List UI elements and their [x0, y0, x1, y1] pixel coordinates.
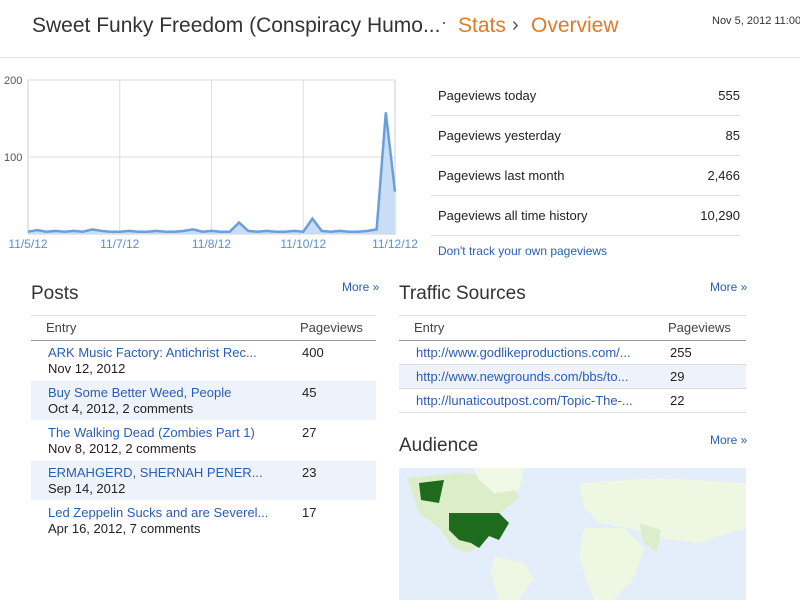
- traffic-pageviews: 22: [670, 393, 685, 408]
- table-row: [399, 341, 746, 365]
- breadcrumb-overview: Overview: [531, 14, 619, 37]
- x-tick-label: 11/7/12: [100, 237, 139, 251]
- audience-heading: Audience: [399, 435, 479, 456]
- post-meta: Apr 16, 2012, 7 comments: [48, 521, 201, 536]
- column-header: Entry: [46, 320, 77, 335]
- africa: [579, 528, 644, 600]
- y-tick-label: 200: [4, 75, 22, 87]
- post-meta: Sep 14, 2012: [48, 481, 126, 496]
- traffic-heading: Traffic Sources: [399, 283, 526, 304]
- posts-more[interactable]: More »: [342, 280, 380, 294]
- south-america: [491, 556, 534, 600]
- traffic-url[interactable]: http://www.newgrounds.com/bbs/to...: [416, 369, 629, 384]
- post-pageviews: 400: [302, 345, 324, 360]
- stat-label: Pageviews last month: [438, 168, 565, 183]
- post-meta: Nov 12, 2012: [48, 361, 126, 376]
- stat-value: 10,290: [700, 208, 740, 223]
- chart: 100 200 11/5/12 11/7/12 11/8/12 11/10/12 11/12…: [4, 75, 418, 251]
- blog-title[interactable]: Sweet Funky Freedom (Conspiracy Humo...: [32, 14, 441, 37]
- post-pageviews: 45: [302, 385, 317, 400]
- x-tick-label: 11/8/12: [192, 237, 231, 251]
- eurasia: [579, 478, 746, 543]
- usa: [449, 513, 509, 548]
- table-header-border: [31, 315, 376, 341]
- middle-east: [639, 523, 661, 553]
- column-header: Entry: [414, 320, 445, 335]
- stat-row-border: [431, 235, 740, 236]
- post-meta: Nov 8, 2012, 2 comments: [48, 441, 197, 456]
- stat-label: Pageviews yesterday: [438, 128, 561, 143]
- table-row: [31, 501, 376, 541]
- posts-heading: Posts: [31, 283, 79, 304]
- stat-label: Pageviews all time history: [438, 208, 588, 223]
- traffic-more[interactable]: More »: [710, 280, 748, 294]
- traffic-url[interactable]: http://www.godlikeproductions.com/...: [416, 345, 631, 360]
- x-tick-label: 11/5/12: [8, 237, 47, 251]
- chevron: ›: [512, 14, 519, 36]
- post-pageviews: 17: [302, 505, 317, 520]
- x-tick-label: 11/12/12: [372, 237, 418, 251]
- date-range[interactable]: Nov 5, 2012 11:00: [712, 15, 800, 27]
- stat-row-border: [431, 195, 740, 196]
- table-row: [31, 381, 376, 421]
- traffic-pageviews: 29: [670, 369, 685, 384]
- post-title[interactable]: ARK Music Factory: Antichrist Rec...: [48, 345, 257, 360]
- stat-row-border: [431, 115, 740, 116]
- post-title[interactable]: The Walking Dead (Zombies Part 1): [48, 425, 255, 440]
- dont-track-link[interactable]: Don't track your own pageviews: [438, 244, 608, 258]
- stat-value: 85: [725, 128, 740, 143]
- table-row: [31, 461, 376, 501]
- stat-row-border: [431, 155, 740, 156]
- table-row: [31, 421, 376, 461]
- traffic-url[interactable]: http://lunaticoutpost.com/Topic-The-...: [416, 393, 633, 408]
- header-bar: [0, 0, 800, 58]
- alaska: [419, 480, 444, 503]
- post-meta: Oct 4, 2012, 2 comments: [48, 401, 194, 416]
- column-header: Pageviews: [668, 320, 731, 335]
- column-header: Pageviews: [300, 320, 363, 335]
- x-tick-label: 11/10/12: [280, 237, 326, 251]
- post-title[interactable]: Led Zeppelin Sucks and are Severel...: [48, 505, 269, 520]
- post-pageviews: 27: [302, 425, 317, 440]
- table-row: [399, 365, 746, 389]
- stat-value: 555: [718, 88, 740, 103]
- post-title[interactable]: ERMAHGERD, SHERNAH PENER...: [48, 465, 263, 480]
- post-title[interactable]: Buy Some Better Weed, People: [48, 385, 232, 400]
- breadcrumb-stats[interactable]: Stats: [458, 14, 506, 37]
- stat-value: 2,466: [707, 168, 740, 183]
- table-row: [31, 341, 376, 381]
- audience-more[interactable]: More »: [710, 433, 748, 447]
- post-pageviews: 23: [302, 465, 317, 480]
- traffic-pageviews: 255: [670, 345, 692, 360]
- y-tick-label: 100: [4, 152, 22, 164]
- area-line: [27, 112, 397, 233]
- stat-label: Pageviews today: [438, 88, 537, 103]
- audience-map: [399, 468, 746, 600]
- greenland: [474, 468, 524, 493]
- table-row: [399, 389, 746, 413]
- separator: ·: [441, 12, 447, 32]
- table-header-border: [399, 315, 746, 341]
